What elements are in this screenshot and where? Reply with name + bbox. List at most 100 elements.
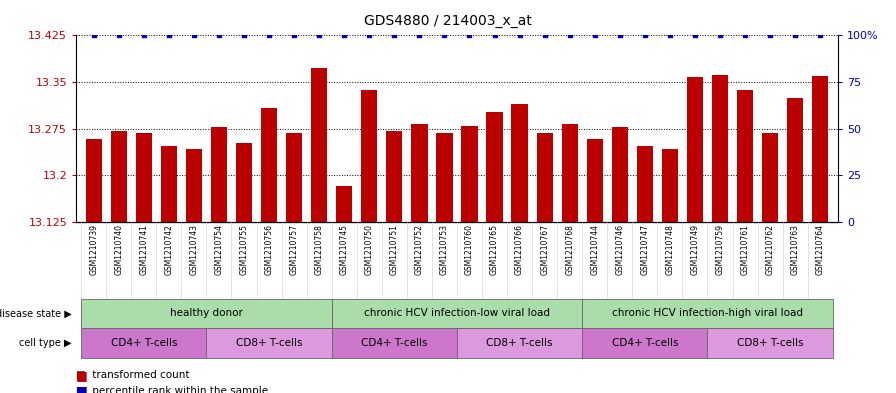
Text: GSM1210740: GSM1210740 [115, 224, 124, 275]
Point [387, 32, 401, 39]
Text: CD8+ T-cells: CD8+ T-cells [487, 338, 553, 348]
Point [211, 32, 226, 39]
Text: GSM1210751: GSM1210751 [390, 224, 399, 275]
Point [462, 32, 477, 39]
Text: GSM1210746: GSM1210746 [616, 224, 625, 275]
Text: ■: ■ [76, 369, 88, 382]
Bar [487, 112, 503, 222]
Point [588, 32, 602, 39]
Text: chronic HCV infection-low viral load: chronic HCV infection-low viral load [364, 309, 550, 318]
Bar [82, 328, 206, 358]
Bar [332, 328, 457, 358]
Point [788, 32, 802, 39]
Text: CD8+ T-cells: CD8+ T-cells [236, 338, 302, 348]
Bar [562, 124, 578, 222]
Point [362, 32, 376, 39]
Point [437, 32, 452, 39]
Text: GSM1210759: GSM1210759 [716, 224, 725, 275]
Text: GSM1210762: GSM1210762 [765, 224, 775, 275]
Bar [737, 90, 754, 222]
Bar [637, 145, 653, 222]
Text: CD4+ T-cells: CD4+ T-cells [361, 338, 427, 348]
Text: GSM1210765: GSM1210765 [490, 224, 499, 275]
Point [688, 32, 702, 39]
Text: cell type ▶: cell type ▶ [19, 338, 72, 348]
Text: GSM1210767: GSM1210767 [540, 224, 549, 275]
Text: GSM1210761: GSM1210761 [741, 224, 750, 275]
Bar [711, 75, 728, 222]
Text: GSM1210749: GSM1210749 [691, 224, 700, 275]
Point [813, 32, 827, 39]
Bar [160, 145, 177, 222]
Bar [461, 126, 478, 222]
Text: CD4+ T-cells: CD4+ T-cells [110, 338, 177, 348]
Point [287, 32, 301, 39]
Bar [286, 133, 302, 222]
Bar [457, 328, 582, 358]
Point [161, 32, 176, 39]
Point [136, 32, 151, 39]
Point [763, 32, 778, 39]
Bar [206, 328, 332, 358]
Bar [361, 90, 377, 222]
Point [738, 32, 753, 39]
Bar [662, 149, 678, 222]
Bar [687, 77, 703, 222]
Bar [236, 143, 252, 222]
Point [312, 32, 326, 39]
Text: GSM1210747: GSM1210747 [641, 224, 650, 275]
Point [237, 32, 251, 39]
Text: GSM1210754: GSM1210754 [214, 224, 223, 275]
Bar [582, 328, 708, 358]
Bar [311, 68, 327, 222]
Bar [436, 133, 452, 222]
Text: GSM1210743: GSM1210743 [189, 224, 198, 275]
Point [487, 32, 502, 39]
Text: GSM1210766: GSM1210766 [515, 224, 524, 275]
Text: GSM1210756: GSM1210756 [264, 224, 273, 275]
Point [513, 32, 527, 39]
Bar [708, 328, 832, 358]
Point [563, 32, 577, 39]
Text: ■: ■ [76, 384, 88, 393]
Text: chronic HCV infection-high viral load: chronic HCV infection-high viral load [612, 309, 803, 318]
Text: CD4+ T-cells: CD4+ T-cells [612, 338, 678, 348]
Point [87, 32, 101, 39]
Text: GSM1210768: GSM1210768 [565, 224, 574, 275]
Text: GSM1210752: GSM1210752 [415, 224, 424, 275]
Text: ■  percentile rank within the sample: ■ percentile rank within the sample [76, 386, 268, 393]
Text: healthy donor: healthy donor [170, 309, 243, 318]
Text: GSM1210755: GSM1210755 [239, 224, 248, 275]
Point [613, 32, 627, 39]
Text: GSM1210757: GSM1210757 [289, 224, 298, 275]
Text: GSM1210753: GSM1210753 [440, 224, 449, 275]
Bar [612, 127, 628, 222]
Bar [261, 108, 277, 222]
Text: GSM1210764: GSM1210764 [815, 224, 824, 275]
Text: GSM1210758: GSM1210758 [314, 224, 323, 275]
Text: GSM1210744: GSM1210744 [590, 224, 599, 275]
Point [638, 32, 652, 39]
Bar [336, 186, 352, 222]
Text: GSM1210739: GSM1210739 [90, 224, 99, 275]
Text: GSM1210763: GSM1210763 [790, 224, 799, 275]
Bar [85, 139, 102, 222]
Point [538, 32, 552, 39]
Text: ■  transformed count: ■ transformed count [76, 370, 190, 380]
Text: GSM1210745: GSM1210745 [340, 224, 349, 275]
Bar [332, 299, 582, 328]
Text: GSM1210741: GSM1210741 [139, 224, 149, 275]
Bar [587, 139, 603, 222]
Bar [110, 130, 127, 222]
Point [337, 32, 351, 39]
Bar [386, 130, 402, 222]
Bar [82, 299, 332, 328]
Bar [787, 97, 804, 222]
Text: GSM1210742: GSM1210742 [164, 224, 173, 275]
Text: disease state ▶: disease state ▶ [0, 309, 72, 318]
Point [663, 32, 677, 39]
Point [262, 32, 276, 39]
Text: GDS4880 / 214003_x_at: GDS4880 / 214003_x_at [364, 14, 532, 28]
Bar [582, 299, 832, 328]
Bar [135, 133, 152, 222]
